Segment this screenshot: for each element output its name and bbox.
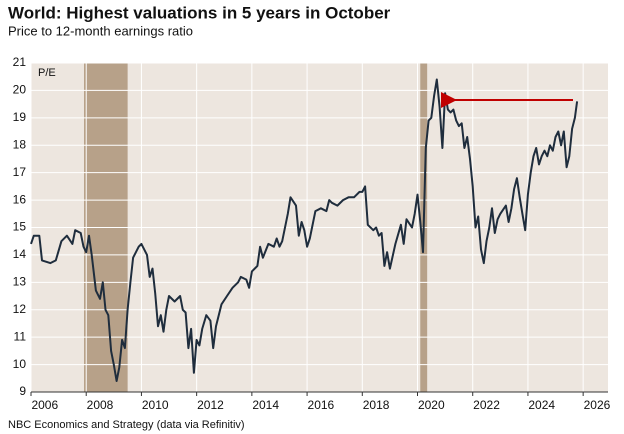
- source-note: NBC Economics and Strategy (data via Ref…: [8, 419, 245, 431]
- y-axis-label: P/E: [38, 67, 56, 79]
- x-tick-label: 2018: [363, 398, 390, 412]
- chart-subtitle: Price to 12-month earnings ratio: [8, 23, 193, 38]
- pe-line: [30, 78, 579, 382]
- x-tick-label: 2020: [418, 398, 445, 412]
- y-tick-label: 16: [13, 192, 27, 206]
- x-tick-label: 2012: [197, 398, 224, 412]
- y-tick-label: 19: [13, 110, 27, 124]
- y-tick-label: 13: [13, 275, 27, 289]
- x-tick-label: 2014: [252, 398, 279, 412]
- y-tick-label: 15: [13, 220, 27, 234]
- x-tick-label: 2024: [528, 398, 555, 412]
- x-tick-label: 2006: [31, 398, 58, 412]
- x-tick-label: 2026: [584, 398, 611, 412]
- y-tick-label: 9: [19, 384, 26, 398]
- y-tick-label: 18: [13, 137, 27, 151]
- x-tick-label: 2010: [142, 398, 169, 412]
- x-tick-label: 2008: [87, 398, 114, 412]
- y-tick-label: 17: [13, 165, 27, 179]
- y-tick-label: 21: [13, 55, 27, 69]
- y-tick-label: 11: [14, 329, 27, 343]
- x-tick-label: 2016: [308, 398, 335, 412]
- y-tick-label: 14: [13, 247, 27, 261]
- x-tick-label: 2022: [473, 398, 500, 412]
- chart-title: World: Highest valuations in 5 years in …: [8, 3, 391, 22]
- y-tick-label: 12: [13, 302, 27, 316]
- y-tick-label: 20: [13, 83, 27, 97]
- y-tick-label: 10: [13, 357, 27, 371]
